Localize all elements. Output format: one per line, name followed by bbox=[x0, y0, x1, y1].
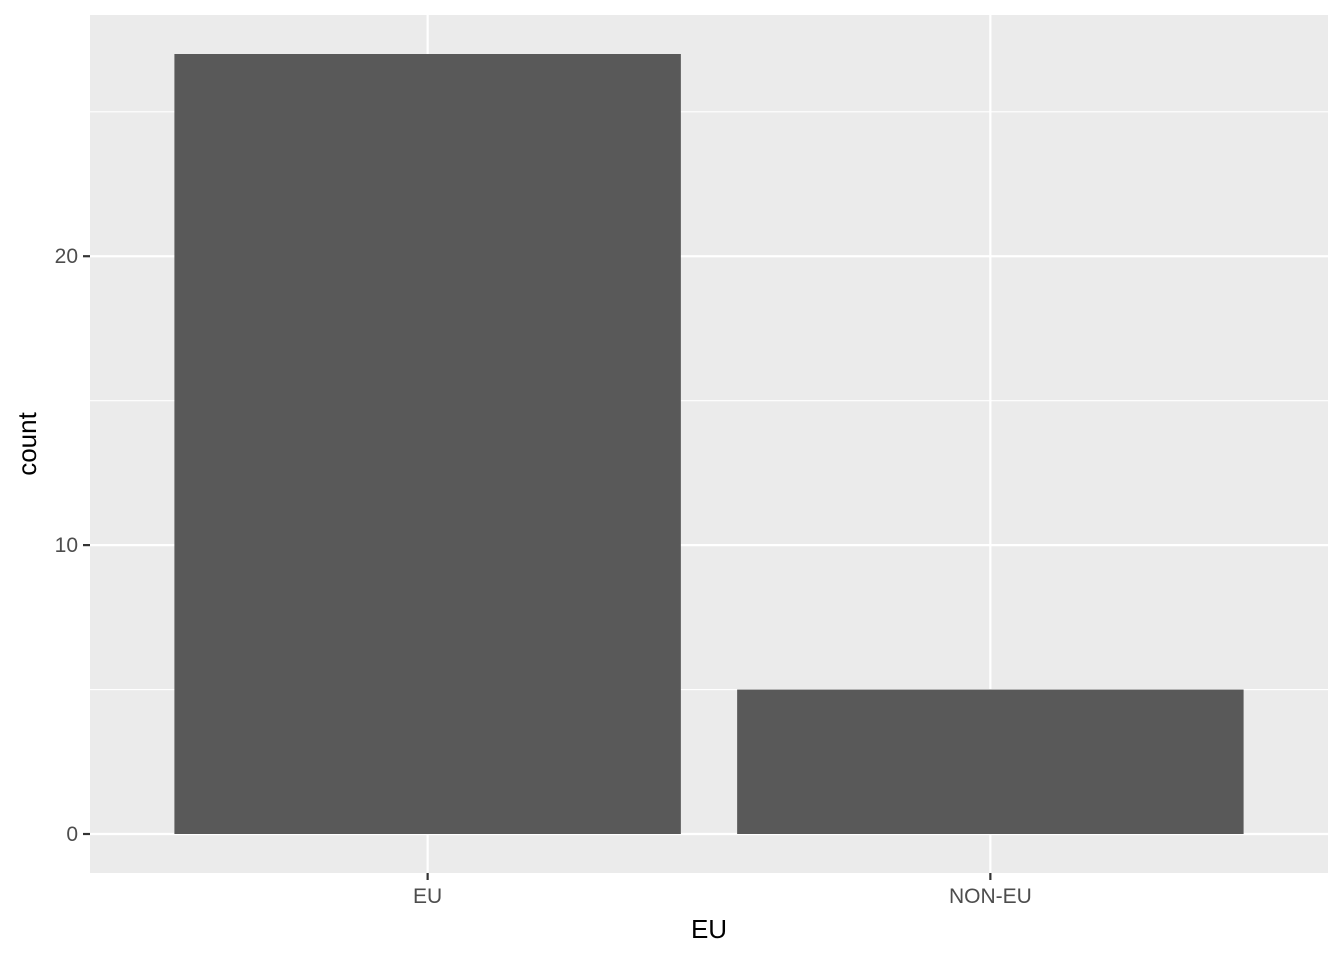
y-tick-label: 20 bbox=[55, 245, 78, 268]
x-axis-title: EU bbox=[691, 914, 727, 944]
x-tick-label: EU bbox=[413, 885, 442, 908]
bar-non-eu bbox=[737, 689, 1244, 834]
y-axis-title: count bbox=[12, 411, 42, 475]
x-axis: EU NON-EU bbox=[413, 873, 1032, 908]
y-tick-label: 10 bbox=[55, 534, 78, 557]
y-axis: 0 10 20 bbox=[55, 245, 90, 846]
x-tick-label: NON-EU bbox=[949, 885, 1032, 908]
y-tick-label: 0 bbox=[66, 823, 78, 846]
bars bbox=[174, 54, 1244, 834]
bar-eu bbox=[174, 54, 681, 834]
